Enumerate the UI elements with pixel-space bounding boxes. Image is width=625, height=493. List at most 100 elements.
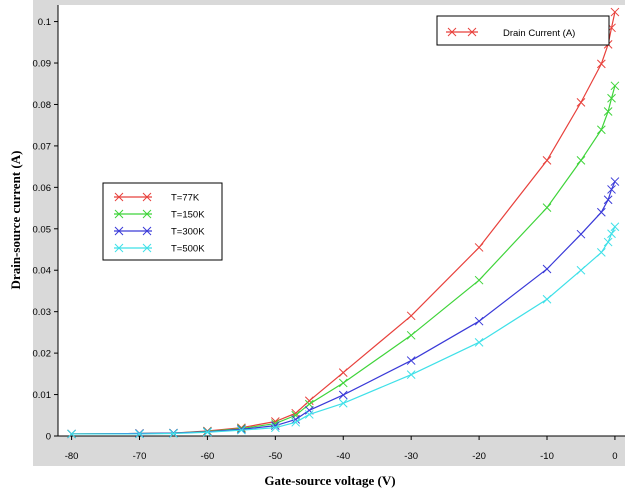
x-tick-label: -50 [268, 451, 282, 462]
y-tick-label: 0.01 [33, 390, 52, 401]
series-point [237, 425, 246, 435]
series-point [291, 415, 301, 424]
series-point [474, 275, 484, 285]
series-point [603, 107, 613, 116]
legend-item: T=77K [114, 193, 200, 204]
temperature-legend-box [102, 182, 223, 261]
series-point [169, 429, 178, 438]
series-point [596, 248, 606, 257]
series-point [610, 177, 620, 186]
series-point [474, 337, 484, 347]
series-point [596, 125, 606, 135]
series-point [607, 185, 616, 194]
series-point [67, 429, 76, 439]
series-t-500k [67, 222, 620, 439]
series-t-300k [67, 177, 620, 439]
temperature-legend-items: T=77K T=150K T=300K T=500K [114, 193, 205, 255]
y-tick-label: 0.02 [33, 349, 52, 360]
legend-marker [467, 27, 477, 37]
y-tick-label: 0.1 [38, 17, 51, 28]
series-point [610, 7, 620, 17]
series-point [135, 429, 144, 439]
drain-current-legend-box [436, 15, 610, 46]
legend-marker [142, 209, 152, 219]
y-tick-label: 0.09 [33, 59, 52, 70]
series-point [237, 425, 246, 434]
series-point [542, 156, 552, 165]
legend-marker [114, 192, 124, 202]
y-tick-label: 0.04 [33, 266, 52, 277]
legend-item: T=150K [114, 210, 205, 221]
series-point [291, 417, 301, 427]
series-point [338, 390, 348, 400]
y-tick-label: 0 [46, 432, 51, 443]
series-point [607, 229, 616, 239]
series-point [474, 243, 484, 252]
legend-marker [142, 226, 152, 236]
y-tick-label: 0.03 [33, 307, 52, 318]
series-point [304, 396, 314, 406]
legend-marker [142, 243, 152, 253]
legend-marker [142, 192, 152, 202]
drain-current-legend-markers [447, 27, 477, 37]
series-point [542, 203, 552, 213]
y-axis-ticks: 0 0.01 0.02 0.03 0.04 0.05 0.06 0.07 0.08 0.09 0.1 [33, 17, 58, 443]
legend-marker [447, 27, 457, 37]
series-point [607, 93, 616, 103]
series-point [406, 370, 416, 380]
series-point [304, 410, 314, 419]
x-axis-label: Gate-source voltage (V) [264, 473, 395, 488]
series-point [338, 368, 348, 377]
legend-label: T=300K [171, 227, 205, 238]
series-point [542, 294, 552, 304]
x-tick-label: -10 [540, 451, 554, 462]
x-tick-label: -20 [472, 451, 486, 462]
x-axis-ticks: -80 -70 -60 -50 -40 -30 -20 -10 0 [65, 436, 618, 462]
series-point [603, 237, 613, 247]
series-point [576, 98, 586, 107]
x-tick-label: -30 [404, 451, 418, 462]
drain-current-legend: Drain Current (A) [436, 15, 610, 46]
series-layer [67, 7, 620, 439]
y-tick-label: 0.08 [33, 100, 52, 111]
y-tick-label: 0.06 [33, 183, 52, 194]
series-point [338, 398, 348, 408]
legend-label: T=500K [171, 244, 205, 255]
series-point [576, 229, 586, 239]
legend-marker [114, 243, 124, 253]
legend-marker [114, 209, 124, 219]
y-axis-label: Drain-source current (A) [8, 151, 23, 290]
series-point [576, 265, 586, 275]
legend-item: T=500K [114, 244, 205, 255]
x-tick-label: 0 [612, 451, 617, 462]
y-tick-label: 0.07 [33, 141, 52, 152]
x-tick-label: -60 [201, 451, 215, 462]
series-point [304, 399, 314, 409]
legend-label: T=150K [171, 210, 205, 221]
series-point [603, 195, 613, 205]
series-point [406, 330, 416, 340]
temperature-legend: T=77K T=150K T=300K T=500K [102, 182, 223, 261]
series-point [203, 427, 212, 437]
legend-marker [114, 226, 124, 236]
drain-current-legend-label: Drain Current (A) [503, 28, 575, 39]
y-tick-label: 0.05 [33, 224, 52, 235]
series-point [474, 316, 484, 326]
series-point [270, 423, 280, 433]
series-point [338, 378, 348, 388]
series-point [406, 311, 416, 321]
series-point [542, 264, 552, 274]
series-point [596, 59, 606, 69]
x-tick-label: -70 [133, 451, 147, 462]
legend-item: T=300K [114, 227, 205, 238]
x-tick-label: -40 [336, 451, 350, 462]
series-point [237, 424, 246, 433]
series-point [406, 356, 416, 365]
series-point [610, 222, 620, 232]
series-point [576, 156, 586, 165]
x-tick-label: -80 [65, 451, 79, 462]
series-point [610, 81, 620, 91]
legend-label: T=77K [171, 193, 200, 204]
series-point [596, 207, 606, 217]
